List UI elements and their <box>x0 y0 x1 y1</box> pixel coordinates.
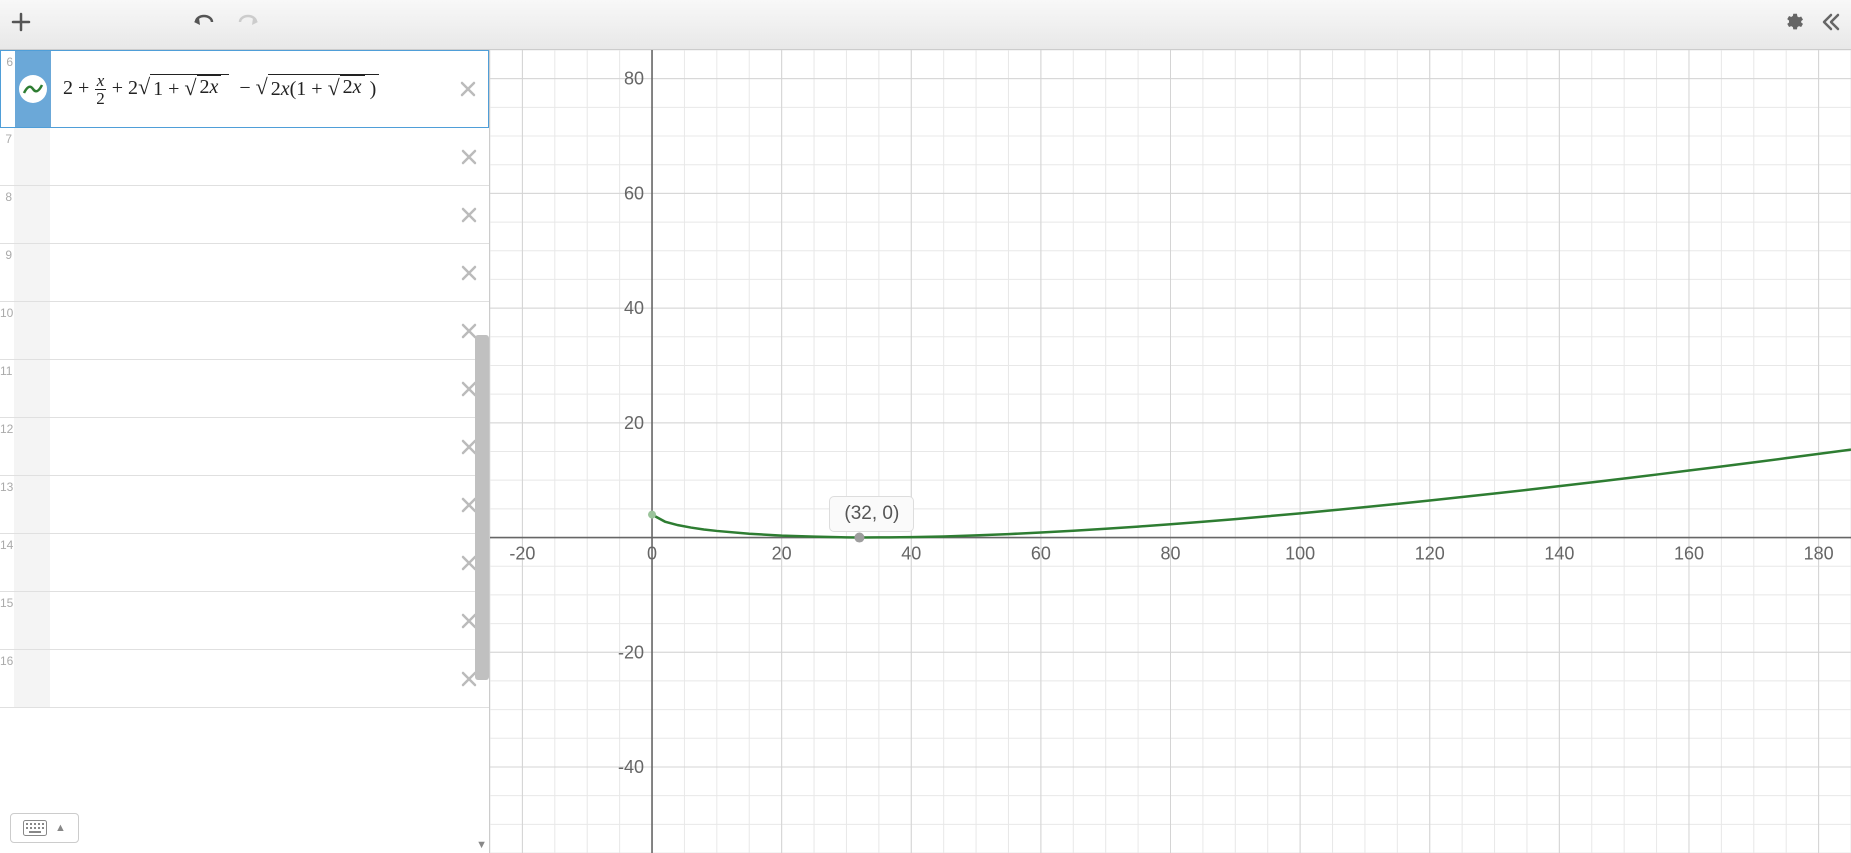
row-number: 6 <box>1 51 15 127</box>
expression-row[interactable]: 10 <box>0 302 489 360</box>
row-icon-cell[interactable] <box>14 302 50 359</box>
expression-sidebar: ▲ 6 2 + x2 + 2√1 + √2x − √2x(1 + √2x ) 789… <box>0 50 490 853</box>
keypad-toggle-button[interactable]: ▲ <box>10 813 79 843</box>
row-icon-cell[interactable] <box>14 360 50 417</box>
expression-row[interactable]: 6 2 + x2 + 2√1 + √2x − √2x(1 + √2x ) <box>0 50 489 128</box>
svg-text:0: 0 <box>647 544 657 564</box>
row-number: 11 <box>0 360 14 417</box>
settings-button[interactable] <box>1782 11 1804 39</box>
row-icon-cell[interactable] <box>14 592 50 649</box>
row-number: 9 <box>0 244 14 301</box>
svg-text:80: 80 <box>624 69 644 89</box>
expression-row[interactable]: 15 <box>0 592 489 650</box>
row-icon-cell[interactable] <box>14 186 50 243</box>
row-number: 12 <box>0 418 14 475</box>
svg-text:60: 60 <box>624 183 644 203</box>
undo-button[interactable] <box>190 12 216 38</box>
row-number: 7 <box>0 128 14 185</box>
close-icon <box>460 148 478 166</box>
expression-row[interactable]: 13 <box>0 476 489 534</box>
graph-panel[interactable]: -20 0 20 40 60 80 100 120 140 160 180 -40 -20 20 40 60 8… <box>490 50 1851 853</box>
chevron-up-icon: ▲ <box>55 822 66 834</box>
svg-text:20: 20 <box>772 544 792 564</box>
svg-text:140: 140 <box>1544 544 1574 564</box>
row-icon-cell[interactable] <box>14 418 50 475</box>
close-icon <box>460 206 478 224</box>
collapse-sidebar-button[interactable] <box>1819 11 1841 39</box>
expression-content[interactable] <box>50 244 449 301</box>
expression-content[interactable] <box>50 186 449 243</box>
row-number: 14 <box>0 534 14 591</box>
expression-row[interactable]: 9 <box>0 244 489 302</box>
expression-row[interactable]: 14 <box>0 534 489 592</box>
expression-row[interactable]: 8 <box>0 186 489 244</box>
keyboard-icon <box>23 820 47 836</box>
redo-button[interactable] <box>236 12 262 38</box>
delete-row-button[interactable] <box>449 244 489 301</box>
plus-icon <box>10 11 32 33</box>
svg-text:180: 180 <box>1804 544 1834 564</box>
undo-icon <box>190 12 216 32</box>
svg-text:40: 40 <box>624 298 644 318</box>
row-icon-cell[interactable] <box>14 128 50 185</box>
expression-content[interactable] <box>50 360 449 417</box>
delete-row-button[interactable] <box>449 128 489 185</box>
point-tooltip: (32, 0) <box>829 496 914 532</box>
svg-text:120: 120 <box>1415 544 1445 564</box>
toolbar <box>0 0 1851 50</box>
row-icon-cell[interactable] <box>14 534 50 591</box>
redo-icon <box>236 12 262 32</box>
svg-text:160: 160 <box>1674 544 1704 564</box>
row-icon-cell[interactable] <box>14 650 50 707</box>
svg-text:100: 100 <box>1285 544 1315 564</box>
expression-row[interactable]: 11 <box>0 360 489 418</box>
expression-content[interactable] <box>50 302 449 359</box>
expression-list: 6 2 + x2 + 2√1 + √2x − √2x(1 + √2x ) 78910… <box>0 50 489 853</box>
svg-text:-20: -20 <box>509 544 535 564</box>
expression-content[interactable] <box>50 418 449 475</box>
tooltip-text: (32, 0) <box>844 503 899 524</box>
scrollbar-thumb[interactable] <box>475 335 489 680</box>
svg-text:-40: -40 <box>618 757 644 777</box>
expression-content[interactable]: 2 + x2 + 2√1 + √2x − √2x(1 + √2x ) <box>51 51 448 127</box>
row-icon-cell[interactable] <box>15 51 51 127</box>
graph-canvas[interactable]: -20 0 20 40 60 80 100 120 140 160 180 -40 -20 20 40 60 8… <box>490 50 1851 853</box>
row-number: 13 <box>0 476 14 533</box>
svg-text:60: 60 <box>1031 544 1051 564</box>
svg-text:80: 80 <box>1160 544 1180 564</box>
expression-row[interactable]: 7 <box>0 128 489 186</box>
row-number: 10 <box>0 302 14 359</box>
row-number: 8 <box>0 186 14 243</box>
row-icon-cell[interactable] <box>14 244 50 301</box>
close-icon <box>459 80 477 98</box>
expression-content[interactable] <box>50 592 449 649</box>
delete-row-button[interactable] <box>448 51 488 127</box>
scroll-down-arrow[interactable]: ▼ <box>476 839 487 851</box>
row-icon-cell[interactable] <box>14 476 50 533</box>
gear-icon <box>1782 11 1804 33</box>
collapse-left-icon <box>1819 11 1841 33</box>
row-number: 15 <box>0 592 14 649</box>
main-area: ▲ 6 2 + x2 + 2√1 + √2x − √2x(1 + √2x ) 789… <box>0 50 1851 853</box>
delete-row-button[interactable] <box>449 186 489 243</box>
svg-text:40: 40 <box>901 544 921 564</box>
expression-row[interactable]: 16 <box>0 650 489 708</box>
expression-content[interactable] <box>50 534 449 591</box>
svg-text:-20: -20 <box>618 642 644 662</box>
row-number: 16 <box>0 650 14 707</box>
expression-content[interactable] <box>50 476 449 533</box>
add-expression-button[interactable] <box>10 11 32 39</box>
svg-text:20: 20 <box>624 413 644 433</box>
close-icon <box>460 264 478 282</box>
expression-content[interactable] <box>50 650 449 707</box>
expression-row[interactable]: 12 <box>0 418 489 476</box>
curve-visibility-icon[interactable] <box>19 75 47 103</box>
expression-content[interactable] <box>50 128 449 185</box>
